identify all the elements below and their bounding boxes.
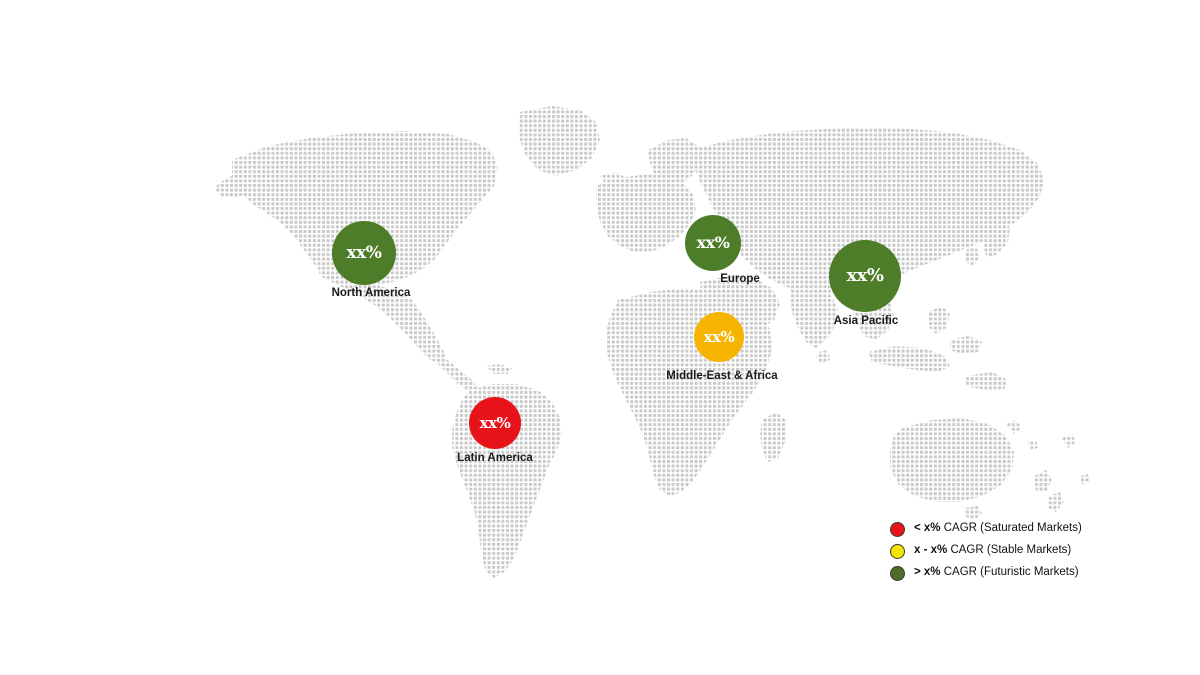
region-bubble-value: xx% — [703, 327, 735, 346]
region-bubble-europe[interactable]: xx% — [685, 215, 741, 271]
legend-label-rest: CAGR (Futuristic Markets) — [940, 566, 1079, 579]
region-bubble-value: xx% — [479, 413, 511, 432]
legend-color-dot — [890, 565, 905, 581]
region-bubble-asia-pacific[interactable]: xx% — [829, 240, 901, 312]
region-bubble-value: xx% — [346, 242, 382, 263]
legend-item-legend-saturated: < x% CAGR (Saturated Markets) — [890, 518, 1100, 540]
region-label-latin-america: Latin America — [457, 452, 533, 464]
legend-label-lead: x - x% — [914, 544, 948, 557]
legend-label-lead: > x% — [914, 566, 941, 579]
legend-item-legend-futuristic: > x% CAGR (Futuristic Markets) — [890, 562, 1100, 584]
legend-item-legend-stable: x - x% CAGR (Stable Markets) — [890, 540, 1100, 562]
legend-label-rest: CAGR (Saturated Markets) — [940, 522, 1082, 535]
region-bubble-north-america[interactable]: xx% — [332, 221, 396, 285]
legend-label-lead: < x% — [914, 522, 941, 535]
region-bubble-latin-america[interactable]: xx% — [469, 397, 521, 449]
legend-color-dot — [890, 521, 905, 537]
legend-label: > x% CAGR (Futuristic Markets) — [914, 567, 1079, 579]
region-bubble-value: xx% — [846, 265, 884, 286]
region-label-europe: Europe — [720, 273, 760, 285]
legend-label-rest: CAGR (Stable Markets) — [947, 544, 1072, 557]
region-label-north-america: North America — [331, 287, 411, 299]
legend: < x% CAGR (Saturated Markets) x - x% CAGR… — [890, 518, 1100, 584]
region-bubble-value: xx% — [696, 233, 730, 252]
legend-color-dot — [890, 543, 905, 559]
legend-label: < x% CAGR (Saturated Markets) — [914, 523, 1082, 535]
region-bubble-middle-east-africa[interactable]: xx% — [694, 312, 744, 362]
legend-label: x - x% CAGR (Stable Markets) — [914, 545, 1071, 557]
region-label-middle-east-africa: Middle-East & Africa — [666, 370, 778, 382]
region-label-asia-pacific: Asia Pacific — [833, 315, 899, 327]
